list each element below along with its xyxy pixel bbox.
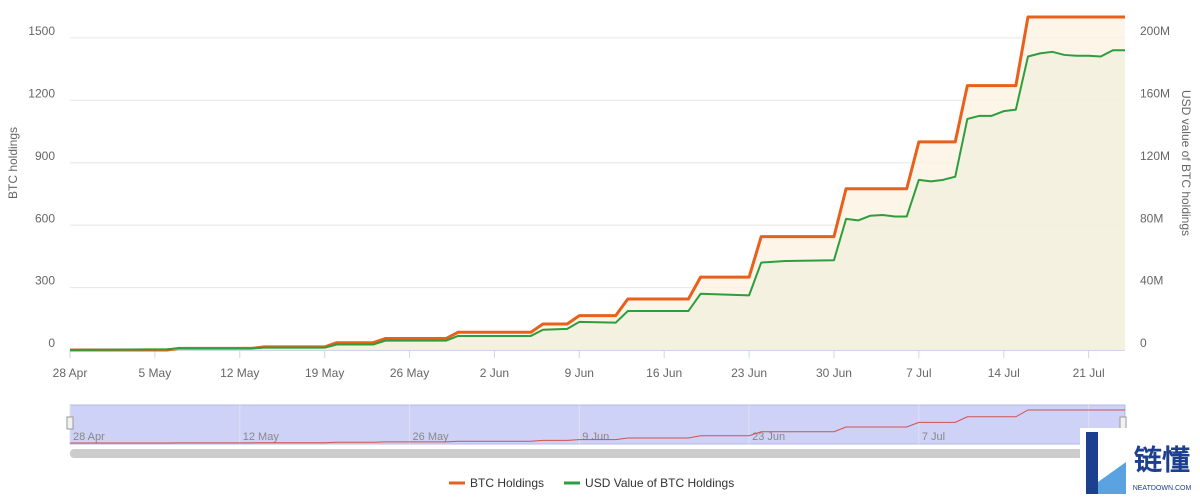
watermark-logo <box>1086 432 1126 494</box>
y-tick-label: 300 <box>35 274 55 288</box>
x-tick-label: 28 Apr <box>53 366 88 380</box>
y-tick-label: 600 <box>35 211 55 225</box>
y-tick-label: 1500 <box>28 24 55 38</box>
legend-label[interactable]: USD Value of BTC Holdings <box>585 476 734 490</box>
series-line <box>70 15 1125 352</box>
watermark-text: 链懂 <box>1134 444 1190 475</box>
series-area <box>70 50 1125 350</box>
y-tick-label: 900 <box>35 149 55 163</box>
y2-axis-title: USD value of BTC holdings <box>1179 90 1193 236</box>
x-tick-label: 30 Jun <box>816 366 852 380</box>
x-tick-label: 23 Jun <box>731 366 767 380</box>
y2-tick-label: 80M <box>1140 211 1163 225</box>
x-tick-label: 16 Jun <box>646 366 682 380</box>
legend-label[interactable]: BTC Holdings <box>470 476 544 490</box>
y2-tick-label: 160M <box>1140 86 1170 100</box>
x-tick-label: 7 Jul <box>906 366 931 380</box>
y-axis-title: BTC holdings <box>6 127 20 199</box>
x-tick-label: 26 May <box>390 366 429 380</box>
scrollbar[interactable] <box>70 449 1125 458</box>
navigator-label: 26 May <box>413 431 450 443</box>
y2-tick-label: 40M <box>1140 274 1163 288</box>
navigator-label: 7 Jul <box>922 431 945 443</box>
y2-tick-label: 120M <box>1140 149 1170 163</box>
y-tick-label: 0 <box>48 336 55 350</box>
navigator-handle[interactable] <box>66 416 74 430</box>
navigator-window <box>69 404 1126 445</box>
navigator-label: 12 May <box>243 431 280 443</box>
navigator-line <box>70 409 1125 444</box>
navigator-label: 9 Jun <box>582 431 609 443</box>
y-tick-label: 1200 <box>28 86 55 100</box>
watermark: 链懂 NEATDOWN.COM <box>1080 428 1200 499</box>
x-tick-label: 19 May <box>305 366 344 380</box>
navigator-label: 23 Jun <box>752 431 785 443</box>
navigator-label: 28 Apr <box>73 431 105 443</box>
x-tick-label: 12 May <box>220 366 259 380</box>
x-tick-label: 21 Jul <box>1073 366 1105 380</box>
y2-tick-label: 0 <box>1140 336 1147 350</box>
watermark-logo-accent <box>1098 462 1126 494</box>
x-tick-label: 5 May <box>139 366 172 380</box>
navigator-handle[interactable] <box>1119 416 1127 430</box>
y2-tick-label: 200M <box>1140 24 1170 38</box>
series-line <box>69 49 1125 351</box>
x-tick-label: 9 Jun <box>565 366 594 380</box>
watermark-subtext: NEATDOWN.COM <box>1133 485 1192 492</box>
x-tick-label: 2 Jun <box>480 366 509 380</box>
x-tick-label: 14 Jul <box>988 366 1020 380</box>
